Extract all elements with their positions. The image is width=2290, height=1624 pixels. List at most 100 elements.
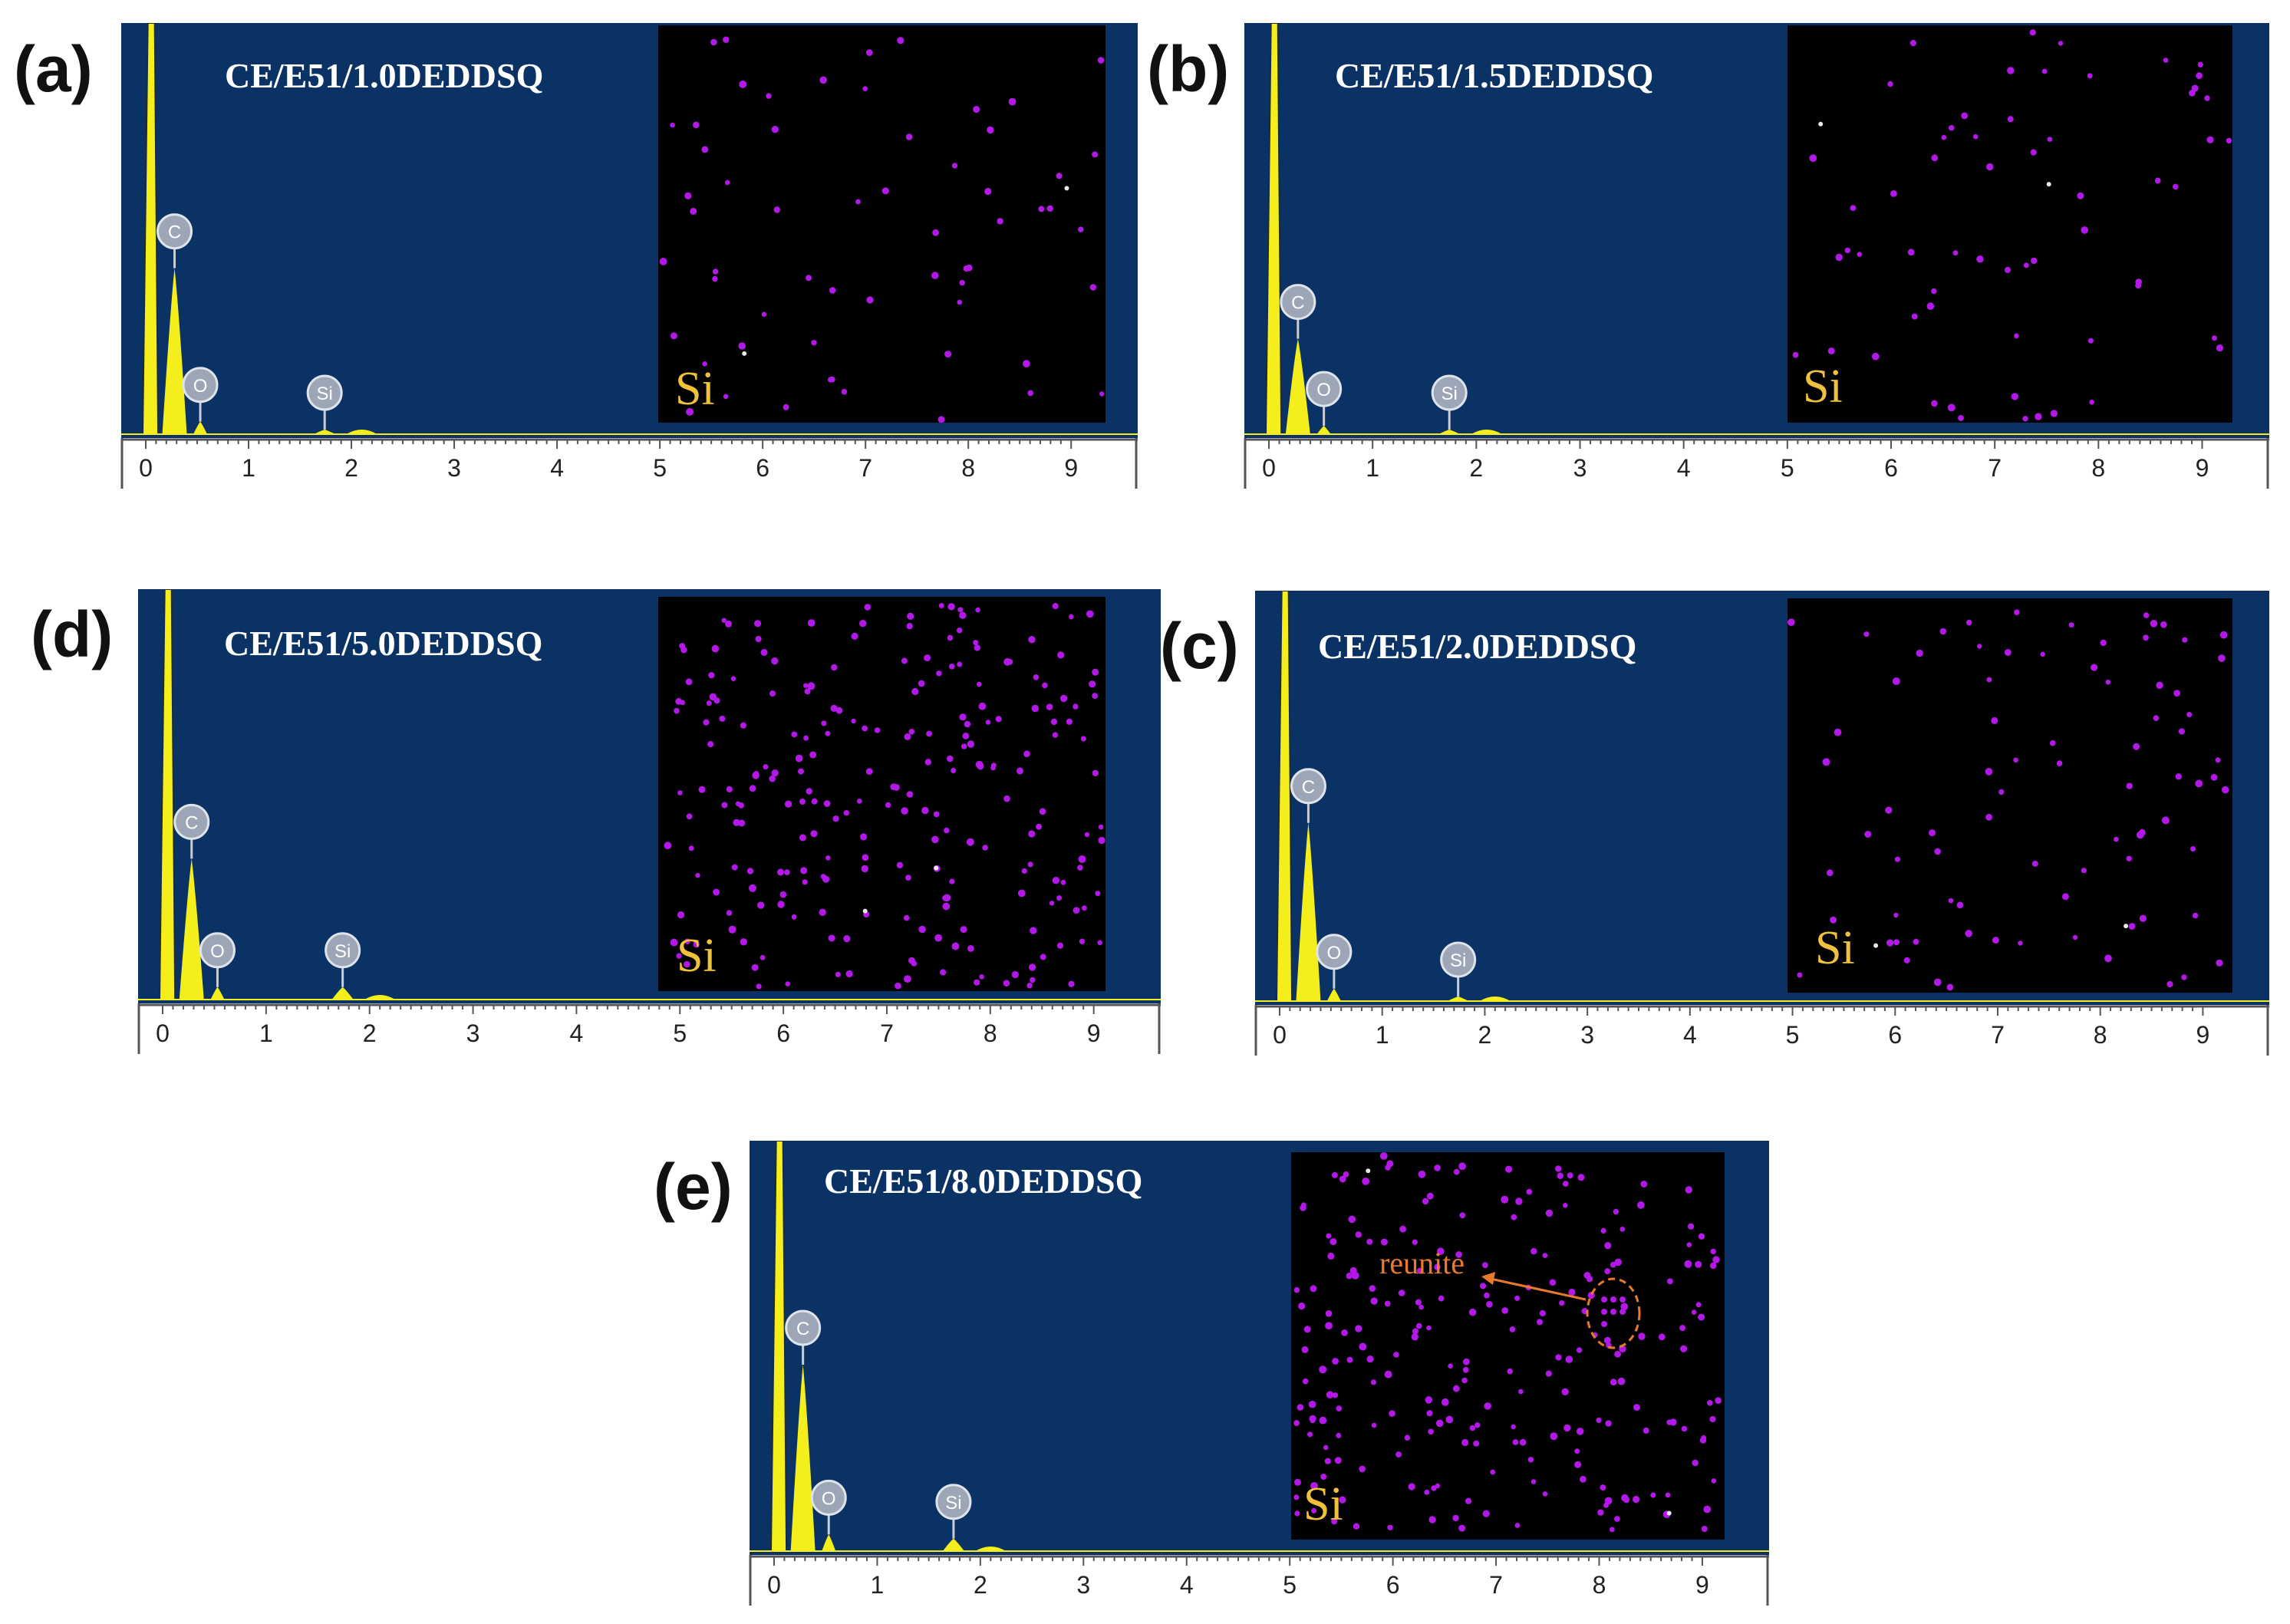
si-dot-c xyxy=(2105,679,2111,685)
si-dot-a xyxy=(1046,205,1053,212)
si-dot-e xyxy=(1399,1225,1406,1233)
zero-peak-d xyxy=(158,589,176,1000)
si-dot-b xyxy=(1887,81,1893,87)
zero-peak-e xyxy=(769,1141,788,1552)
spectrum-plot-d: C O Si xyxy=(138,589,1161,1000)
si-dot-d xyxy=(755,635,762,643)
x-tick-label-b: 1 xyxy=(1366,454,1379,482)
si-dot-b xyxy=(1961,112,1969,120)
si-cluster-dot xyxy=(1610,1296,1616,1303)
si-dot-d xyxy=(926,730,932,737)
si-dot-c xyxy=(2040,651,2045,657)
si-dot-b xyxy=(2041,68,2048,74)
si-dot-d xyxy=(686,813,693,820)
si-dot-a xyxy=(957,299,963,305)
si-dot-e xyxy=(1411,1333,1418,1341)
x-tick-label-e: 5 xyxy=(1283,1571,1297,1599)
si-dot-b xyxy=(2058,41,2064,46)
si-dot-a xyxy=(811,340,817,346)
si-dot-d xyxy=(733,819,740,826)
si-dot-d xyxy=(908,729,915,735)
peak-marker-label-o-a: O xyxy=(193,376,208,397)
si-dot-b xyxy=(1931,400,1938,407)
si-dot-d xyxy=(901,657,908,664)
si-dot-c xyxy=(2014,609,2020,615)
si-dot-d xyxy=(962,733,970,740)
si-dot-c xyxy=(2133,743,2140,750)
x-tick-label-e: 4 xyxy=(1180,1571,1194,1599)
si-dot-e xyxy=(1604,1497,1613,1505)
si-dot-e xyxy=(1355,1325,1362,1332)
si-dot-e xyxy=(1600,1227,1606,1234)
si-dot-c xyxy=(2160,621,2167,628)
si-dot-e xyxy=(1711,1478,1717,1484)
si-dot-e xyxy=(1562,1181,1569,1187)
si-dot-e xyxy=(1326,1391,1334,1398)
si-dot-b xyxy=(2047,137,2053,142)
si-map-a: Si xyxy=(658,25,1105,423)
si-dot-d xyxy=(1069,614,1074,620)
si-dot-a xyxy=(997,218,1003,225)
si-dot-d xyxy=(1031,704,1040,713)
si-dot-b xyxy=(2196,72,2203,80)
si-dot-e xyxy=(1567,1172,1573,1179)
si-dot-e xyxy=(1667,1278,1673,1285)
spectrum-title-d: CE/E51/5.0DEDDSQ xyxy=(224,624,543,663)
si-dot-e xyxy=(1343,1171,1349,1178)
si-dot-b xyxy=(2087,338,2094,344)
reunite-ellipse xyxy=(1586,1277,1641,1349)
x-tick-label-d: 2 xyxy=(363,1020,377,1047)
si-dot-e xyxy=(1301,1346,1309,1353)
x-tick-label-c: 7 xyxy=(1991,1021,2005,1049)
si-dot-e xyxy=(1604,1268,1611,1275)
x-tick-label-a: 6 xyxy=(756,454,769,482)
si-dot-d xyxy=(1052,732,1059,738)
si-dot-e xyxy=(1691,1309,1697,1315)
si-dot-d xyxy=(918,680,925,687)
si-dot-d xyxy=(936,670,942,677)
si-dot-d xyxy=(707,741,714,748)
si-dot-e xyxy=(1511,1424,1516,1430)
si-dot-d xyxy=(1077,865,1083,871)
si-dot-e xyxy=(1614,1258,1622,1267)
si-dot-d xyxy=(1049,901,1055,906)
si-dot-e xyxy=(1359,1342,1367,1351)
bright-speck-e xyxy=(1666,1510,1672,1516)
x-tick-label-d: 9 xyxy=(1087,1020,1101,1047)
si-dot-b xyxy=(1844,247,1850,254)
si-dot-b xyxy=(2023,262,2029,268)
si-dot-c xyxy=(1977,644,1982,649)
peak-marker-label-c-a: C xyxy=(168,222,181,243)
si-dot-d xyxy=(990,763,997,769)
si-dot-d xyxy=(1095,891,1101,897)
si-dot-c xyxy=(1986,677,1992,683)
si-dot-e xyxy=(1519,1438,1527,1446)
si-dot-e xyxy=(1428,1516,1436,1524)
si-dot-e xyxy=(1580,1475,1587,1483)
si-dot-d xyxy=(1011,970,1019,979)
si-dot-d xyxy=(974,644,980,651)
peak-si-b xyxy=(1438,430,1461,434)
x-tick-label-b: 7 xyxy=(1988,454,2002,482)
si-dot-d xyxy=(1030,927,1037,934)
si-dot-b xyxy=(2089,400,2094,405)
si-dot-d xyxy=(862,725,868,732)
si-dot-d xyxy=(851,632,858,640)
si-dot-c xyxy=(2128,923,2136,930)
si-dot-e xyxy=(1681,1425,1688,1432)
si-dot-c xyxy=(2190,846,2196,852)
bright-speck-e xyxy=(1366,1168,1371,1174)
si-dot-c xyxy=(2218,654,2226,662)
si-dot-d xyxy=(904,733,911,740)
minor-peak-d xyxy=(364,995,396,1000)
si-dot-b xyxy=(1947,404,1956,412)
si-dot-d xyxy=(959,713,967,721)
si-dot-e xyxy=(1574,1461,1582,1468)
si-dot-e xyxy=(1331,1518,1338,1525)
si-dot-e xyxy=(1501,1195,1509,1204)
peak-marker-label-o-e: O xyxy=(822,1488,836,1509)
si-dot-a xyxy=(1092,151,1099,158)
si-dot-e xyxy=(1330,1238,1337,1246)
si-dot-a xyxy=(897,37,904,44)
si-dot-b xyxy=(1931,288,1937,295)
